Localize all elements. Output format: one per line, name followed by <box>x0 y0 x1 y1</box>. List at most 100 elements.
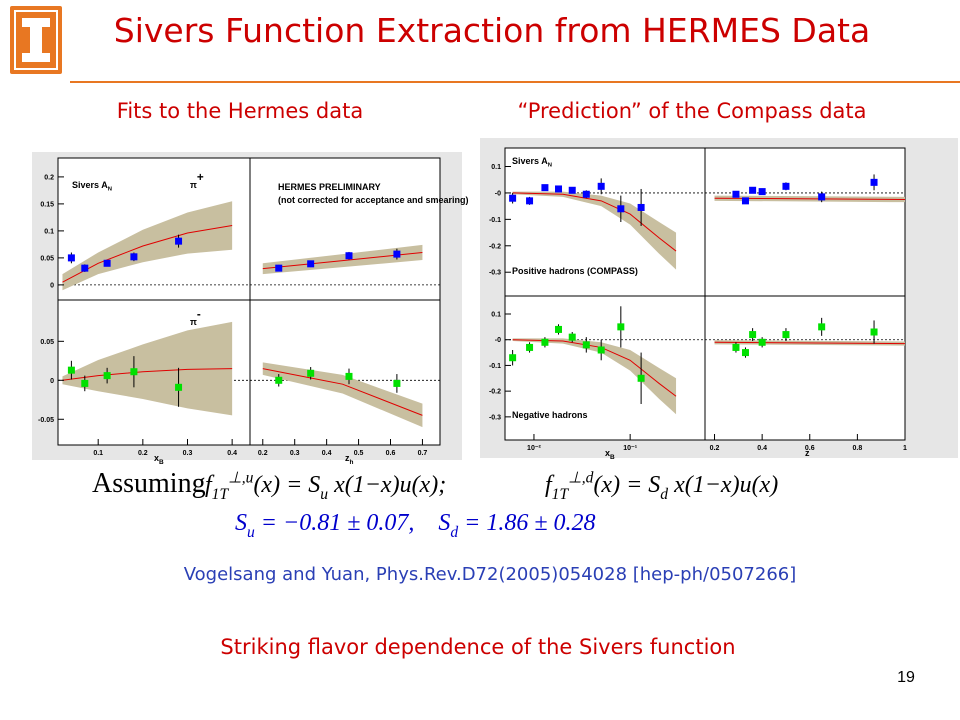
panel <box>704 295 906 441</box>
y-tick-label: -0.1 <box>489 363 501 370</box>
y-tick-label: 0 <box>50 282 54 289</box>
panel-label-part: + <box>197 171 204 184</box>
data-point <box>509 194 517 202</box>
data-point <box>758 188 766 196</box>
x-tick-label: 0.3 <box>183 450 193 457</box>
x-axis-label-part: B <box>610 454 615 461</box>
data-point <box>758 338 766 346</box>
data-point <box>81 264 89 272</box>
panel-label-part: N <box>548 163 552 169</box>
left-heading: Fits to the Hermes data <box>117 99 363 123</box>
error-band <box>262 362 423 428</box>
fit-parameters-part: u <box>247 524 255 541</box>
fit-curve <box>62 368 233 381</box>
x-tick-label: 0.3 <box>290 450 300 457</box>
panel-label-part: π <box>190 317 197 327</box>
fit-parameters-part: d <box>450 524 458 541</box>
formula-part: ⊥,u <box>228 469 253 486</box>
data-point <box>541 184 549 192</box>
panel-label-part: Sivers A <box>72 180 108 190</box>
panel-label-part: - <box>197 308 201 321</box>
x-tick-label: 0.4 <box>227 450 237 457</box>
x-tick-label: 0.6 <box>805 445 815 452</box>
data-point <box>870 178 878 186</box>
formula-part: 1T <box>212 486 230 503</box>
data-point <box>749 186 757 194</box>
data-point <box>597 182 605 190</box>
fit-curve <box>512 339 677 397</box>
x-tick-label: 0.2 <box>710 445 720 452</box>
data-point <box>345 372 353 380</box>
data-point <box>555 325 563 333</box>
data-point <box>275 264 283 272</box>
error-band <box>62 321 233 416</box>
panel-label-part: Positive hadrons (COMPASS) <box>512 266 638 276</box>
x-axis-label: xB <box>605 448 615 461</box>
citation: Vogelsang and Yuan, Phys.Rev.D72(2005)05… <box>184 564 797 585</box>
fit-parameters: Su = −0.81 ± 0.07, Sd = 1.86 ± 0.28 <box>235 510 596 541</box>
panel <box>249 157 441 301</box>
error-band <box>512 191 677 270</box>
x-tick-label: 0.7 <box>418 450 428 457</box>
data-point <box>67 366 75 374</box>
panel-label: π+ <box>190 171 204 190</box>
y-tick-label: 0.15 <box>40 201 54 208</box>
panel-label: Sivers AN <box>512 156 552 169</box>
panel-label-part: Negative hadrons <box>512 410 588 420</box>
x-tick-label: 0.2 <box>138 450 148 457</box>
y-tick-label: 0.2 <box>44 174 54 181</box>
panel-label: Sivers AN <box>72 180 112 193</box>
y-tick-label: 0.1 <box>44 228 54 235</box>
data-point <box>67 254 75 262</box>
formula-part: x(1−x)u(x); <box>328 472 446 498</box>
logo <box>10 6 62 74</box>
error-band <box>512 338 677 415</box>
data-point <box>307 369 315 377</box>
data-point <box>818 323 826 331</box>
x-axis-label: z <box>805 448 810 458</box>
x-tick-label: 0.2 <box>258 450 268 457</box>
formula-part: (x) = S <box>253 472 320 498</box>
formula-part: ⊥,d <box>568 469 593 486</box>
formula-part: 1T <box>552 486 570 503</box>
data-point <box>637 203 645 211</box>
data-point <box>275 376 283 384</box>
formula-part: f <box>545 472 555 498</box>
data-point <box>130 368 138 376</box>
x-axis-label-part: z <box>345 453 350 463</box>
y-tick-label: 0.05 <box>40 255 54 262</box>
data-point <box>568 186 576 194</box>
data-point <box>749 331 757 339</box>
data-point <box>582 190 590 198</box>
data-point <box>526 343 534 351</box>
slide-title: Sivers Function Extraction from HERMES D… <box>114 11 870 50</box>
data-point <box>782 182 790 190</box>
data-point <box>103 372 111 380</box>
x-tick-label: 0.6 <box>386 450 396 457</box>
data-point <box>81 379 89 387</box>
data-point <box>130 253 138 261</box>
data-point <box>393 250 401 258</box>
data-point <box>741 197 749 205</box>
data-point <box>307 260 315 268</box>
fit-parameters-part: S <box>235 510 247 536</box>
formula: f1T⊥,d(x) = Sd x(1−x)u(x) <box>545 469 778 503</box>
data-point <box>582 341 590 349</box>
panel-label-part: HERMES PRELIMINARY <box>278 182 381 192</box>
y-tick-label: -0.1 <box>489 217 501 224</box>
x-tick-label: 0.1 <box>93 450 103 457</box>
formula-part: (x) = S <box>593 472 660 498</box>
data-point <box>541 338 549 346</box>
y-tick-label: -0.3 <box>489 270 501 277</box>
data-point <box>732 190 740 198</box>
fit-curve <box>714 341 906 345</box>
error-band <box>262 244 423 275</box>
fit-parameters-part: = −0.81 ± 0.07, S <box>255 510 451 536</box>
conclusion: Striking flavor dependence of the Sivers… <box>220 635 735 659</box>
y-tick-label: -0 <box>495 337 501 344</box>
panel-label: π- <box>190 308 201 327</box>
panel-label: HERMES PRELIMINARY <box>278 182 381 192</box>
data-point <box>870 328 878 336</box>
x-axis-label: xB <box>154 453 164 466</box>
formula-part: f <box>205 472 215 498</box>
